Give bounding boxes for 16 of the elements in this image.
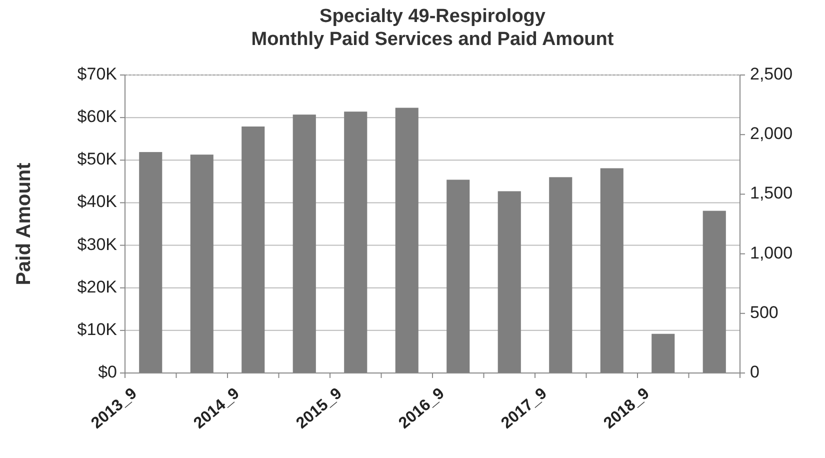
y-tick-label: $50K [77, 150, 118, 169]
chart-title: Specialty 49-Respirology Monthly Paid Services and Paid Amount [251, 6, 614, 50]
y-tick-label: $60K [77, 107, 118, 126]
y2-tick-label: 2,000 [750, 124, 793, 144]
y2-tick-label: 0 [750, 362, 760, 382]
y2-tick-label: 1,500 [750, 184, 793, 203]
y2-tick-label: 2,500 [750, 64, 793, 84]
y-tick-label: $20K [77, 277, 118, 296]
y2-tick-label: 500 [750, 302, 778, 322]
y-tick-label: $40K [77, 192, 118, 212]
y-axis-title: Paid Amount [13, 162, 35, 286]
y2-tick-label: 1,000 [750, 243, 793, 262]
y-tick-label: $30K [77, 234, 118, 254]
y-tick-label: $0 [98, 362, 117, 382]
y-tick-label: $70K [77, 64, 118, 84]
y-tick-label: $10K [77, 320, 118, 339]
